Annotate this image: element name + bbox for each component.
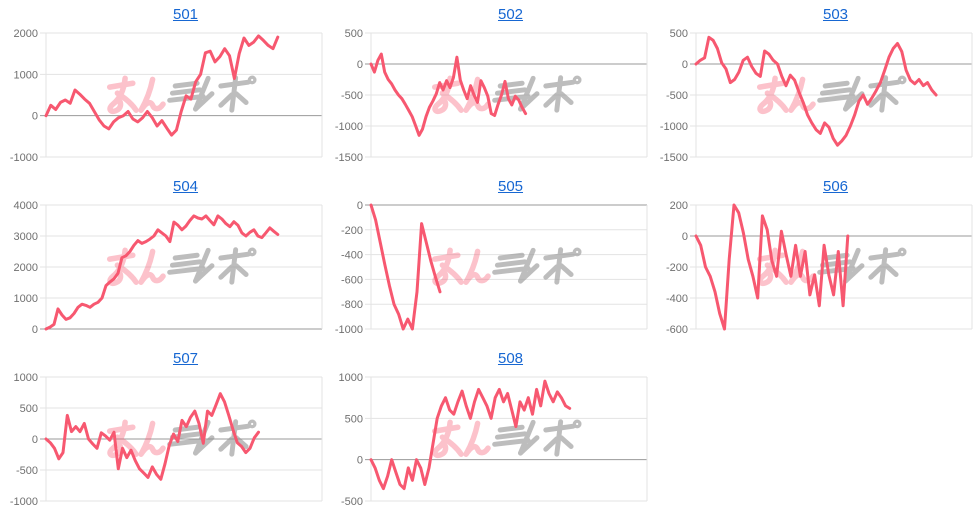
y-axis-tick-label: -200 [341, 225, 363, 237]
y-axis-tick-label: 1000 [14, 372, 38, 384]
y-axis-tick-label: 0 [682, 59, 688, 71]
y-axis-tick-label: -200 [666, 262, 688, 274]
y-axis-tick-label: -500 [16, 465, 38, 477]
chart-title-link[interactable]: 508 [497, 350, 524, 367]
data-series-line [369, 203, 442, 331]
chart-card-502: 502 500 0 -500 -1000 -1500 [325, 0, 650, 172]
chart-card-505: 505 0 -200 -400 -600 -800 -1000 [325, 172, 650, 344]
empty-cell [650, 344, 975, 515]
chart-card-501: 501 2000 1000 0 -1000 [0, 0, 325, 172]
chart-canvas: 2000 1000 0 -1000 [10, 28, 323, 164]
y-axis-tick-label: 2000 [14, 262, 38, 274]
data-series-line [369, 379, 572, 491]
chart-canvas: 200 0 -200 -400 -600 [666, 200, 973, 336]
minrepo-watermark [110, 249, 255, 283]
y-axis-tick-label: -500 [341, 496, 363, 508]
minrepo-watermark [760, 249, 905, 283]
y-axis-tick-label: -1000 [660, 121, 688, 133]
chart-canvas: 1000 500 0 -500 [339, 372, 648, 508]
y-axis-tick-label: 500 [345, 413, 363, 425]
y-axis-tick-label: 0 [32, 434, 38, 446]
chart-card-504: 504 4000 3000 2000 1000 0 [0, 172, 325, 344]
data-series-line [369, 52, 528, 137]
chart-canvas: 500 0 -500 -1000 -1500 [335, 28, 648, 164]
y-axis-tick-label: -600 [666, 324, 688, 336]
chart-title-link[interactable]: 502 [497, 6, 524, 23]
chart-canvas: 500 0 -500 -1000 -1500 [660, 28, 973, 164]
data-series-line [44, 214, 280, 331]
y-axis-tick-label: -1000 [10, 152, 38, 164]
y-axis-tick-label: -1000 [335, 121, 363, 133]
y-axis-tick-label: 0 [682, 231, 688, 243]
y-axis-tick-label: 500 [20, 403, 38, 415]
y-axis-tick-label: 0 [357, 59, 363, 71]
data-series-line [44, 34, 280, 137]
chart-canvas: 1000 500 0 -500 -1000 [10, 372, 323, 508]
y-axis-tick-label: -1000 [335, 324, 363, 336]
data-series-line [44, 392, 260, 481]
chart-title-link[interactable]: 506 [822, 178, 849, 195]
chart-canvas: 0 -200 -400 -600 -800 -1000 [335, 200, 648, 336]
y-axis-tick-label: -1500 [335, 152, 363, 164]
minrepo-watermark [760, 77, 905, 111]
y-axis-tick-label: -500 [666, 90, 688, 102]
y-axis-tick-label: 3000 [14, 231, 38, 243]
chart-title-link[interactable]: 507 [172, 350, 199, 367]
y-axis-tick-label: 1000 [14, 293, 38, 305]
chart-title-link[interactable]: 504 [172, 178, 199, 195]
y-axis-tick-label: 0 [32, 111, 38, 123]
y-axis-tick-label: -400 [666, 293, 688, 305]
data-series-line [694, 203, 850, 331]
y-axis-tick-label: -600 [341, 274, 363, 286]
y-axis-tick-label: 0 [357, 200, 363, 212]
y-axis-tick-label: 0 [32, 324, 38, 336]
chart-canvas: 4000 3000 2000 1000 0 [14, 200, 323, 336]
minrepo-watermark [435, 421, 580, 455]
y-axis-tick-label: 0 [357, 455, 363, 467]
chart-card-507: 507 1000 500 0 -500 -1000 [0, 344, 325, 515]
chart-title-link[interactable]: 503 [822, 6, 849, 23]
y-axis-tick-label: -1500 [660, 152, 688, 164]
y-axis-tick-label: 1000 [14, 69, 38, 81]
chart-title-link[interactable]: 505 [497, 178, 524, 195]
y-axis-tick-label: -800 [341, 299, 363, 311]
chart-card-508: 508 1000 500 0 -500 [325, 344, 650, 515]
y-axis-tick-label: -500 [341, 90, 363, 102]
y-axis-tick-label: 1000 [339, 372, 363, 384]
data-series-line [694, 35, 938, 147]
y-axis-tick-label: 2000 [14, 28, 38, 40]
y-axis-tick-label: 500 [670, 28, 688, 40]
y-axis-tick-label: -400 [341, 250, 363, 262]
y-axis-tick-label: -1000 [10, 496, 38, 508]
y-axis-tick-label: 500 [345, 28, 363, 40]
chart-card-506: 506 200 0 -200 -400 -600 [650, 172, 975, 344]
chart-card-503: 503 500 0 -500 -1000 -1500 [650, 0, 975, 172]
y-axis-tick-label: 4000 [14, 200, 38, 212]
chart-title-link[interactable]: 501 [172, 6, 199, 23]
y-axis-tick-label: 200 [670, 200, 688, 212]
